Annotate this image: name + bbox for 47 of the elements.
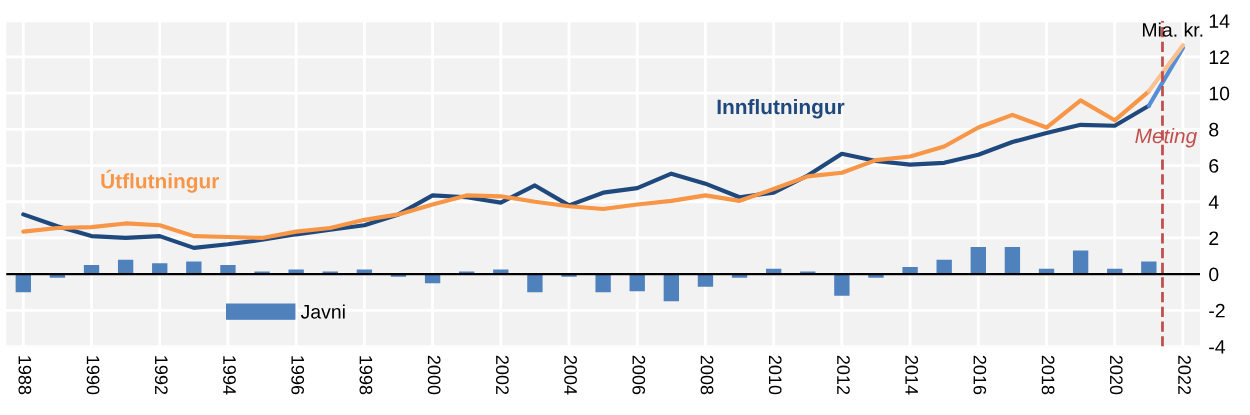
y-tick-label: -4	[1209, 340, 1226, 354]
y-tick-label: 6	[1209, 159, 1219, 173]
bar	[1141, 261, 1157, 275]
y-tick-label: 12	[1209, 50, 1229, 64]
x-tick-label: 2006	[632, 355, 646, 395]
y-tick-label: 8	[1209, 122, 1219, 137]
x-tick-label: 1992	[154, 356, 168, 395]
bar	[1072, 250, 1089, 275]
x-tick-label: 2018	[1041, 355, 1055, 395]
bar	[527, 274, 543, 293]
y-tick-label: 4	[1208, 195, 1219, 209]
bar	[595, 274, 611, 293]
x-tick-label: 2000	[427, 355, 441, 395]
y-tick-label: 0	[1209, 267, 1219, 282]
x-tick-label: 2016	[973, 355, 987, 395]
bar	[220, 265, 236, 275]
y-tick-label: -2	[1209, 303, 1225, 318]
x-tick-label: 1994	[223, 356, 236, 395]
ref-line-label: Meting	[1135, 128, 1197, 148]
x-tick-label: 2020	[1109, 355, 1123, 395]
x-tick-label: 1998	[359, 356, 373, 395]
bar	[186, 261, 202, 275]
x-tick-label: 2010	[768, 355, 782, 395]
x-tick-label: 1990	[86, 356, 100, 395]
series-label: Útflutningur	[101, 169, 220, 193]
x-tick-label: 2014	[905, 355, 919, 395]
x-tick-label: 2012	[837, 355, 850, 395]
x-tick-label: 1996	[291, 356, 305, 395]
bar	[697, 274, 714, 287]
bar	[970, 246, 986, 275]
series-label: Innflutningur	[717, 98, 845, 119]
x-tick-label: 1988	[18, 356, 32, 395]
x-tick-label: 2008	[700, 355, 714, 395]
x-tick-label: 2002	[495, 355, 509, 395]
y-tick-label: 14	[1209, 14, 1230, 28]
bar	[834, 274, 850, 296]
x-tick-label: 2022	[1178, 355, 1191, 395]
bar	[629, 274, 645, 292]
bar	[15, 274, 31, 293]
y-axis-title: Mia. kr.	[1142, 22, 1203, 37]
y-tick-label: 2	[1209, 231, 1219, 245]
y-tick-label: 10	[1209, 86, 1230, 101]
bar	[1004, 246, 1021, 275]
x-tick-label: 2004	[564, 355, 577, 395]
bar	[663, 274, 680, 302]
legend-label: Javni	[300, 304, 345, 319]
bar	[152, 263, 168, 275]
